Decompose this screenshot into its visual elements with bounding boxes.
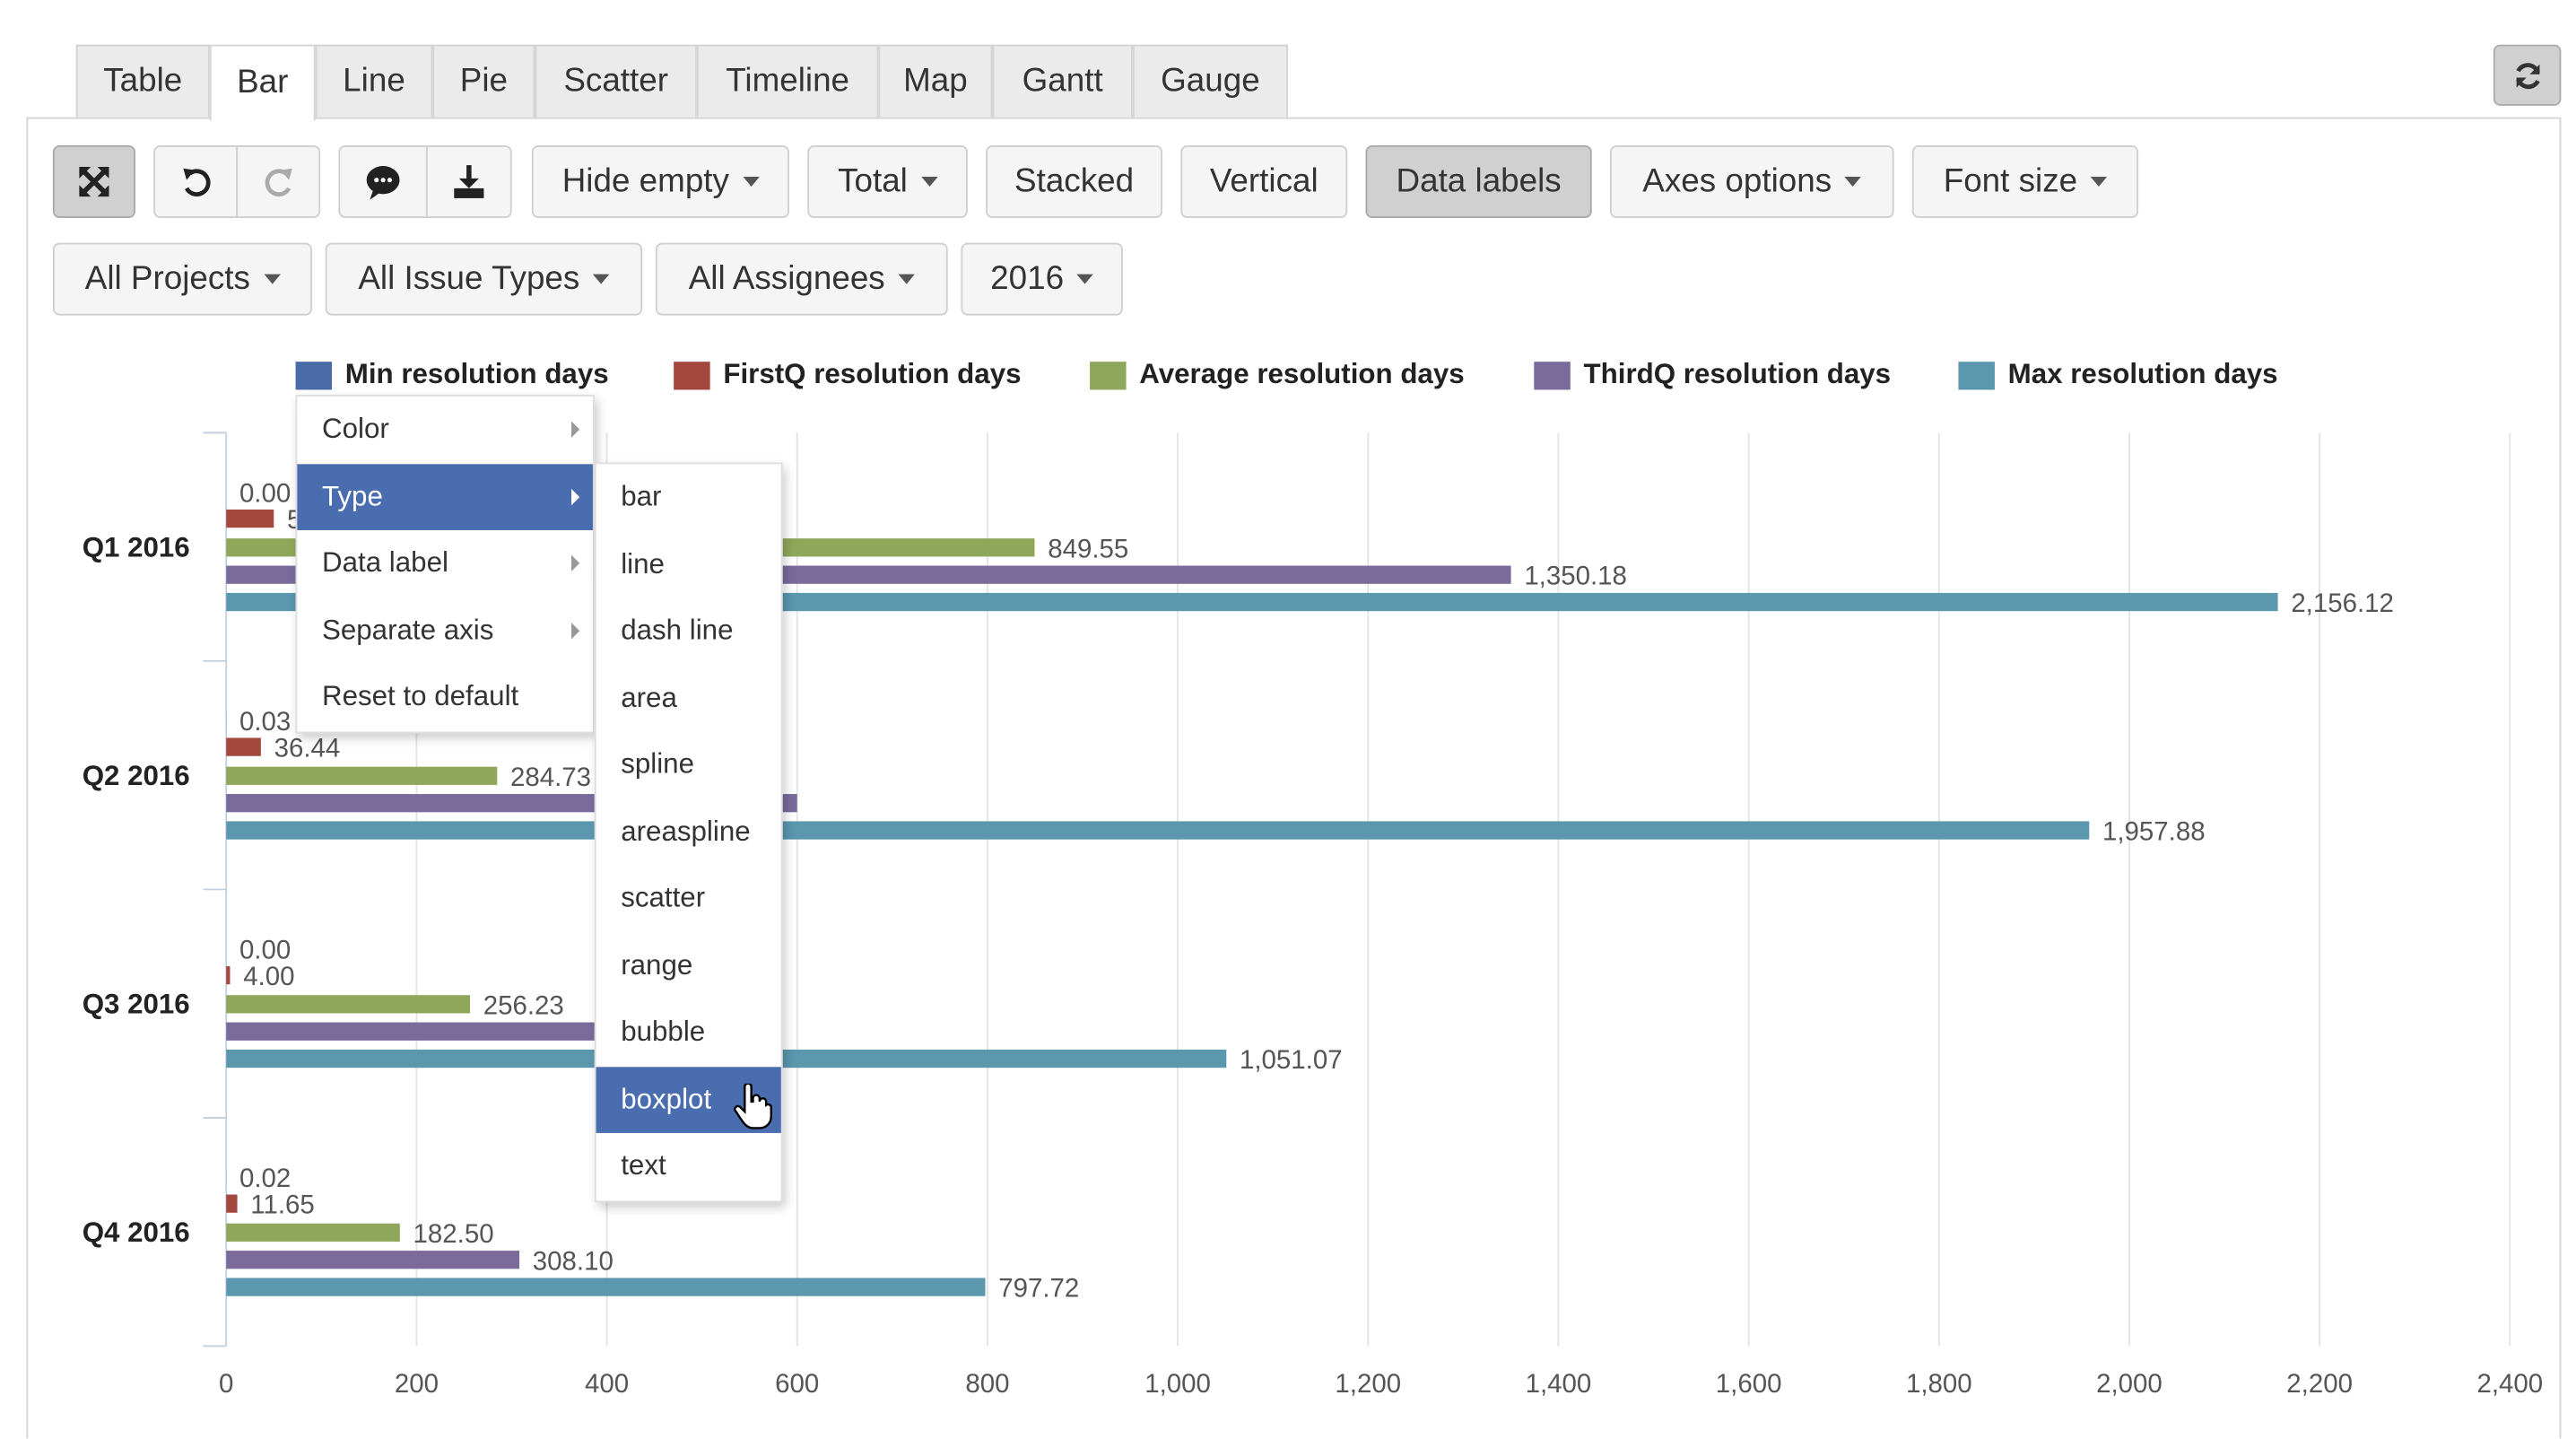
- category-label: Q2 2016: [83, 760, 190, 791]
- bar[interactable]: [226, 767, 497, 785]
- bar[interactable]: [226, 966, 230, 984]
- bar[interactable]: [226, 1278, 985, 1295]
- bar[interactable]: [226, 1224, 400, 1242]
- data-label: 2,156.12: [2291, 589, 2394, 618]
- type-option-dash-line[interactable]: dash line: [596, 597, 781, 665]
- data-label: 1,957.88: [2102, 817, 2206, 847]
- x-tick-label: 1,800: [1906, 1369, 1972, 1398]
- category-label: Q1 2016: [83, 531, 190, 563]
- data-label: 182.50: [413, 1219, 494, 1249]
- hand-cursor-icon: [733, 1084, 772, 1130]
- category-label: Q4 2016: [83, 1217, 190, 1248]
- menu-item-type[interactable]: Type: [297, 463, 593, 530]
- data-label: 849.55: [1048, 534, 1128, 563]
- type-option-areaspline[interactable]: areaspline: [596, 798, 781, 866]
- type-option-bubble[interactable]: bubble: [596, 999, 781, 1067]
- bar[interactable]: [226, 510, 274, 528]
- menu-item-label: Separate axis: [322, 614, 493, 647]
- x-tick-label: 2,400: [2476, 1369, 2543, 1398]
- x-tick-label: 800: [965, 1369, 1009, 1398]
- type-option-range[interactable]: range: [596, 932, 781, 999]
- x-tick-label: 400: [585, 1369, 629, 1398]
- data-label: 308.10: [533, 1246, 614, 1276]
- menu-item-data-label[interactable]: Data label: [297, 530, 593, 597]
- data-label: 36.44: [274, 734, 341, 763]
- menu-item-separate-axis[interactable]: Separate axis: [297, 597, 593, 665]
- data-label: 11.65: [250, 1190, 314, 1220]
- chevron-right-icon: [571, 488, 579, 504]
- category-label: Q3 2016: [83, 988, 190, 1019]
- x-tick-label: 1,000: [1144, 1369, 1211, 1398]
- bar[interactable]: [226, 995, 470, 1013]
- type-option-area[interactable]: area: [596, 665, 781, 732]
- menu-item-label: Reset to default: [322, 681, 518, 714]
- data-label: 256.23: [483, 990, 564, 1020]
- bar[interactable]: [226, 737, 261, 755]
- chevron-right-icon: [571, 421, 579, 437]
- bar[interactable]: [226, 1251, 519, 1269]
- type-option-text[interactable]: text: [596, 1133, 781, 1200]
- type-option-spline[interactable]: spline: [596, 732, 781, 799]
- chevron-right-icon: [571, 555, 579, 571]
- menu-item-reset-to-default[interactable]: Reset to default: [297, 664, 593, 731]
- series-context-menu: Color Type Data label Separate axis Reset to…: [296, 395, 595, 732]
- data-label: 1,350.18: [1524, 562, 1627, 591]
- type-option-line[interactable]: line: [596, 531, 781, 598]
- x-tick-label: 1,200: [1335, 1369, 1401, 1398]
- bar[interactable]: [226, 1195, 237, 1213]
- x-tick-label: 200: [395, 1369, 439, 1398]
- data-label: 4.00: [243, 962, 294, 991]
- menu-item-color[interactable]: Color: [297, 397, 593, 464]
- tab-bar[interactable]: Bar: [210, 45, 316, 121]
- x-tick-label: 0: [219, 1369, 233, 1398]
- data-label: 0.02: [239, 1164, 291, 1193]
- menu-item-label: Data label: [322, 547, 448, 580]
- type-option-bar[interactable]: bar: [596, 464, 781, 531]
- data-label: 284.73: [510, 763, 591, 792]
- x-tick-label: 1,400: [1526, 1369, 1592, 1398]
- data-label: 1,051.07: [1240, 1045, 1343, 1075]
- bar[interactable]: [226, 821, 2089, 839]
- menu-item-label: Type: [322, 480, 383, 513]
- data-label: 0.00: [239, 479, 291, 509]
- chevron-right-icon: [571, 622, 579, 638]
- x-tick-label: 2,000: [2096, 1369, 2163, 1398]
- data-label: 0.03: [239, 707, 291, 737]
- data-label: 0.00: [239, 936, 291, 965]
- data-label: 797.72: [998, 1274, 1079, 1304]
- menu-item-label: Color: [322, 414, 389, 447]
- x-tick-label: 1,600: [1716, 1369, 1782, 1398]
- x-tick-label: 600: [775, 1369, 819, 1398]
- x-tick-label: 2,200: [2286, 1369, 2353, 1398]
- type-option-scatter[interactable]: scatter: [596, 866, 781, 933]
